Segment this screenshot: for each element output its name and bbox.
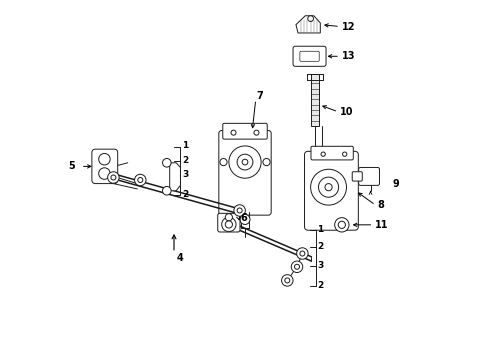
Circle shape [300,251,305,256]
Circle shape [240,215,250,225]
Circle shape [318,177,339,197]
Circle shape [254,130,259,135]
Circle shape [138,177,143,183]
Circle shape [135,174,146,186]
Text: 5: 5 [68,161,74,171]
Circle shape [282,275,293,286]
Text: 11: 11 [375,220,388,230]
FancyBboxPatch shape [359,167,379,185]
Circle shape [237,208,242,213]
Text: 8: 8 [377,200,384,210]
Circle shape [242,159,248,165]
Text: 3: 3 [317,261,323,270]
Text: 13: 13 [342,51,355,61]
FancyBboxPatch shape [223,123,267,139]
Circle shape [108,172,119,183]
Circle shape [225,221,232,228]
Circle shape [163,158,171,167]
Circle shape [221,217,236,231]
Circle shape [338,221,345,228]
Circle shape [285,278,290,283]
Circle shape [98,153,110,165]
Text: 2: 2 [182,156,188,165]
Text: 10: 10 [340,107,353,117]
Polygon shape [296,16,320,33]
Circle shape [231,130,236,135]
Circle shape [291,261,303,273]
Circle shape [325,184,332,191]
Text: 6: 6 [240,213,247,222]
FancyBboxPatch shape [311,146,353,160]
Text: 12: 12 [342,22,355,32]
Circle shape [263,158,270,166]
Circle shape [321,152,325,156]
Circle shape [220,158,227,166]
Circle shape [229,146,261,178]
Circle shape [111,175,116,180]
FancyBboxPatch shape [300,51,319,61]
Bar [311,74,318,126]
Text: 4: 4 [177,253,184,263]
Circle shape [237,154,253,170]
Circle shape [343,152,347,156]
Text: 2: 2 [317,280,323,289]
Circle shape [311,169,346,205]
Text: 2: 2 [182,190,188,199]
Text: 2: 2 [317,242,323,251]
FancyBboxPatch shape [293,46,326,66]
Polygon shape [170,163,180,191]
FancyBboxPatch shape [218,213,240,232]
Text: 3: 3 [182,170,188,179]
FancyBboxPatch shape [352,172,362,181]
Text: 9: 9 [393,179,399,189]
Text: 1: 1 [317,225,323,234]
Text: 7: 7 [256,91,263,102]
Circle shape [294,264,299,269]
Circle shape [225,214,232,221]
FancyBboxPatch shape [219,131,271,215]
FancyBboxPatch shape [92,149,118,184]
Text: 1: 1 [182,141,188,150]
FancyBboxPatch shape [304,151,358,230]
Circle shape [308,16,314,22]
Circle shape [98,168,110,179]
Circle shape [234,205,245,216]
Circle shape [335,218,349,232]
Circle shape [296,248,308,259]
Circle shape [163,186,171,195]
